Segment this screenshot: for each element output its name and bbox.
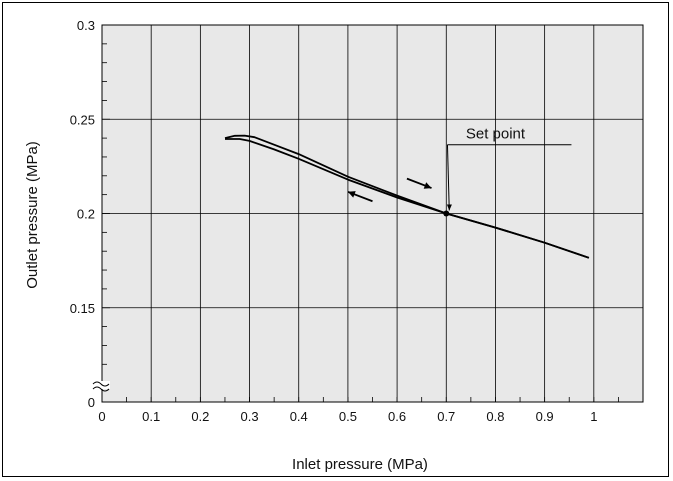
direction-arrow-1 [347,190,373,203]
x-tick-label-6: 0.6 [388,409,406,424]
x-tick-label-2: 0.2 [191,409,209,424]
x-tick-label-3: 0.3 [241,409,259,424]
y-tick-label-0: 0 [88,395,95,410]
x-tick-label-7: 0.7 [437,409,455,424]
y-tick-label-4: 0.3 [77,18,95,33]
y-tick-label-1: 0.15 [70,301,95,316]
annotation-arrowhead-0 [446,204,452,211]
set-point-marker [443,210,450,217]
direction-arrow-0 [406,177,432,189]
x-axis-label: Inlet pressure (MPa) [292,456,428,473]
x-tick-label-10: 1 [590,409,597,424]
x-tick-label-8: 0.8 [486,409,504,424]
x-tick-label-4: 0.4 [290,409,308,424]
x-tick-label-9: 0.9 [536,409,554,424]
x-tick-label-1: 0.1 [142,409,160,424]
series-line-decreasing [225,138,590,259]
x-tick-label-0: 0 [98,409,105,424]
x-tick-label-5: 0.5 [339,409,357,424]
y-tick-label-3: 0.25 [70,112,95,127]
y-axis-label: Outlet pressure (MPa) [24,141,41,289]
annotation-label-0: Set point [466,126,526,143]
y-tick-label-2: 0.2 [77,207,95,222]
annotation-leader-0 [446,144,450,211]
y-axis-break-icon [92,381,110,392]
